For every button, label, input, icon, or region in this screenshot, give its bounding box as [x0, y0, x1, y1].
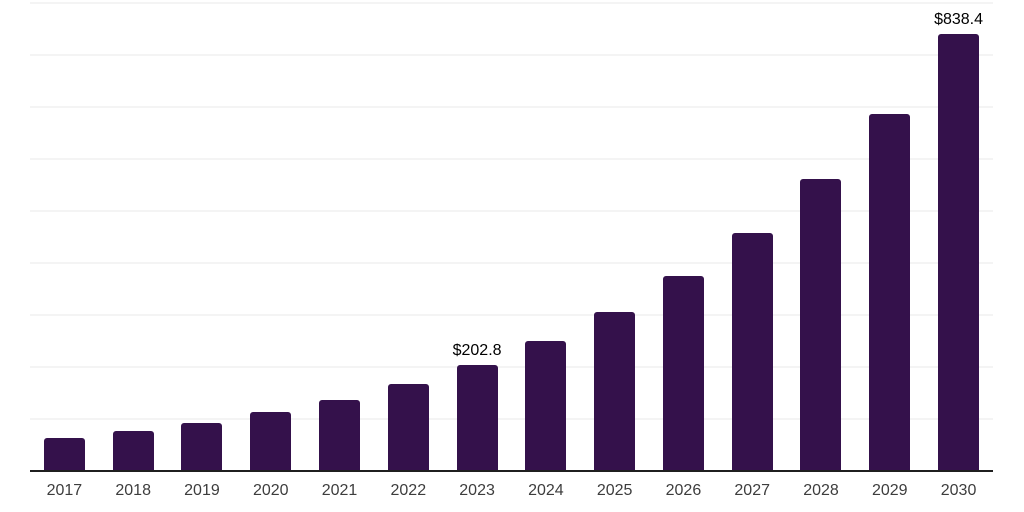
x-axis-label-2019: 2019	[184, 482, 220, 499]
gridline-200	[30, 366, 993, 368]
bar-band-2017	[30, 2, 99, 470]
bar-2027	[731, 232, 773, 470]
x-axis-label-2026: 2026	[665, 482, 702, 499]
gridline-400	[30, 262, 993, 264]
bar-2023: $202.8	[453, 342, 502, 470]
gridline-100	[30, 418, 993, 420]
x-axis-label-2024: 2024	[528, 482, 564, 499]
gridline-800	[30, 54, 993, 56]
bar-band-2030: $838.4	[924, 2, 993, 470]
bar-band-2026	[649, 2, 718, 470]
bar-band-2025	[580, 2, 649, 470]
bar-2024	[525, 340, 567, 470]
bar-2019	[181, 423, 223, 470]
bar-band-2024	[511, 2, 580, 470]
x-axis-label-2021: 2021	[321, 482, 358, 499]
bar-2030: $838.4	[934, 11, 983, 470]
x-axis: 2017 2018 2019 2020 2021 2022 2023 2024 2025 2026…	[30, 481, 993, 501]
x-axis-label-2018: 2018	[115, 482, 151, 499]
bar-band-2018	[99, 2, 168, 470]
bar-2020	[250, 412, 292, 470]
bar-band-2023: $202.8	[443, 2, 512, 470]
x-axis-label-2017: 2017	[46, 482, 83, 499]
x-axis-label-2028: 2028	[803, 482, 839, 499]
gridline-300	[30, 313, 993, 316]
bar-band-2021	[305, 2, 374, 470]
gridline-500	[30, 210, 993, 212]
x-axis-label-2027: 2027	[734, 482, 770, 499]
gridlines	[30, 2, 993, 470]
bar-2022	[387, 383, 429, 470]
bar-2018	[112, 431, 154, 470]
x-axis-label-2025: 2025	[596, 482, 633, 499]
bar-2026	[662, 276, 704, 470]
bar-2025	[594, 311, 636, 470]
value-label-2030: $838.4	[934, 11, 984, 29]
gridline-700	[30, 106, 993, 108]
bar-band-2027	[718, 2, 787, 470]
bar-2029	[869, 114, 911, 470]
bar-2021	[319, 399, 361, 470]
bar-band-2022	[374, 2, 443, 470]
x-axis-label-2020: 2020	[252, 482, 289, 499]
bar-2017	[43, 438, 85, 470]
x-axis-label-2022: 2022	[390, 482, 427, 499]
bars: $202.8 $838.4	[30, 2, 993, 470]
value-label-2023: $202.8	[452, 341, 502, 359]
bar-band-2019	[168, 2, 237, 470]
gridline-900	[30, 2, 993, 4]
x-axis-label-2023: 2023	[459, 482, 495, 499]
bar-band-2028	[787, 2, 856, 470]
bar-band-2020	[236, 2, 305, 470]
bar-band-2029	[855, 2, 924, 470]
x-axis-label-2030: 2030	[940, 482, 977, 499]
x-axis-label-2029: 2029	[871, 482, 908, 499]
plot-area: $202.8 $838.4	[30, 2, 993, 472]
gridline-600	[30, 157, 993, 160]
bar-2028	[800, 179, 842, 470]
